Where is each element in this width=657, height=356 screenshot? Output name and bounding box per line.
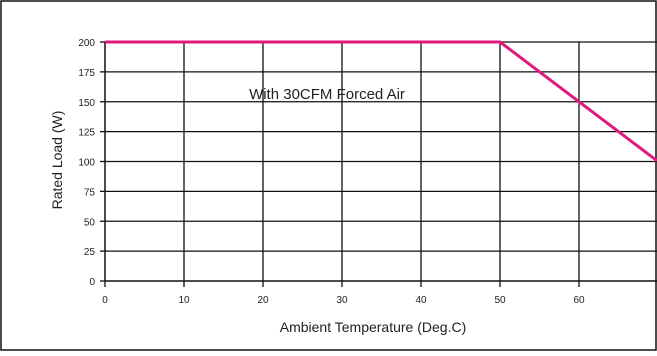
x-axis-label: Ambient Temperature (Deg.C): [280, 319, 466, 335]
x-tick-label: 20: [257, 295, 269, 306]
y-tick-label: 0: [89, 277, 95, 288]
x-tick-label: 10: [178, 295, 190, 306]
y-axis-label: Rated Load (W): [49, 111, 65, 210]
y-tick-label: 25: [84, 247, 96, 258]
chart-annotation: With 30CFM Forced Air: [249, 86, 405, 103]
y-tick-label: 50: [84, 217, 96, 228]
y-tick-label: 200: [78, 38, 95, 49]
y-tick-label: 100: [78, 158, 95, 169]
y-tick-label: 75: [84, 187, 96, 198]
x-tick-label: 30: [336, 295, 348, 306]
series-layer: [105, 40, 657, 162]
x-tick-label: 50: [494, 295, 506, 306]
y-tick-label: 125: [78, 128, 95, 139]
grid-lines: [100, 41, 657, 287]
derating-curve: [105, 40, 657, 162]
x-tick-label: 40: [415, 295, 427, 306]
tick-labels: 0 25 50 75 100 125 150 175 200 0 10 20 30 40 50 60: [78, 38, 585, 306]
y-tick-label: 150: [78, 98, 95, 109]
x-tick-label: 0: [102, 295, 108, 306]
y-tick-label: 175: [78, 68, 95, 79]
x-tick-label: 60: [573, 295, 585, 306]
